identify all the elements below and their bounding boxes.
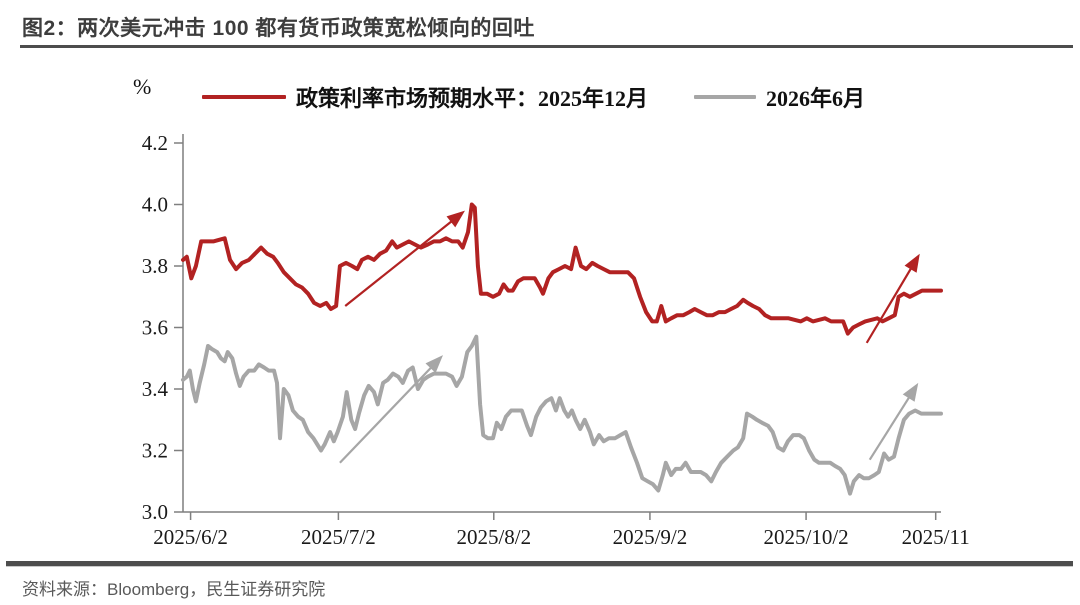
legend-label-2025dec: 政策利率市场预期水平：2025年12月 [296,86,649,111]
legend-label-2026jun: 2026年6月 [766,86,866,111]
title-underline [20,45,1073,48]
x-tick-label: 2025/7/2 [301,525,376,549]
legend-swatch-red-line [202,95,286,99]
legend: 政策利率市场预期水平：2025年12月 2026年6月 [202,84,866,111]
y-axis-unit-label: % [133,74,152,99]
trend-arrow-head-0 [446,210,465,228]
figure-title: 图2：两次美元冲击 100 都有货币政策宽松倾向的回吐 [22,17,535,40]
y-tick-label: 3.0 [142,500,168,524]
series-line-1 [181,334,943,496]
y-tick-label: 3.6 [142,316,168,340]
x-tick-label: 2025/6/2 [153,525,228,549]
y-tick-label: 4.2 [142,131,168,155]
footer-rule [6,561,1073,567]
x-tick-label: 2025/8/2 [456,525,531,549]
trend-arrow-line-0 [344,218,455,307]
trend-arrow-head-2 [425,355,443,374]
y-tick-label: 4.0 [142,193,168,217]
trend-arrow-line-2 [339,364,435,464]
trend-arrow-line-3 [868,394,912,461]
x-tick-label: 2025/9/2 [613,525,688,549]
y-tick-label: 3.2 [142,439,168,463]
legend-swatch-gray-line [694,95,757,99]
x-tick-label: 2025/11 [902,525,970,549]
trend-arrow-line-1 [865,265,914,344]
series-line-0 [181,202,943,336]
trend-arrow-head-3 [902,382,919,402]
trend-arrow-head-1 [904,253,920,273]
y-tick-label: 3.8 [142,254,168,278]
source-note: 资料来源：Bloomberg，民生证券研究院 [22,580,326,599]
y-tick-label: 3.4 [142,377,169,401]
x-tick-label: 2025/10/2 [763,525,848,549]
